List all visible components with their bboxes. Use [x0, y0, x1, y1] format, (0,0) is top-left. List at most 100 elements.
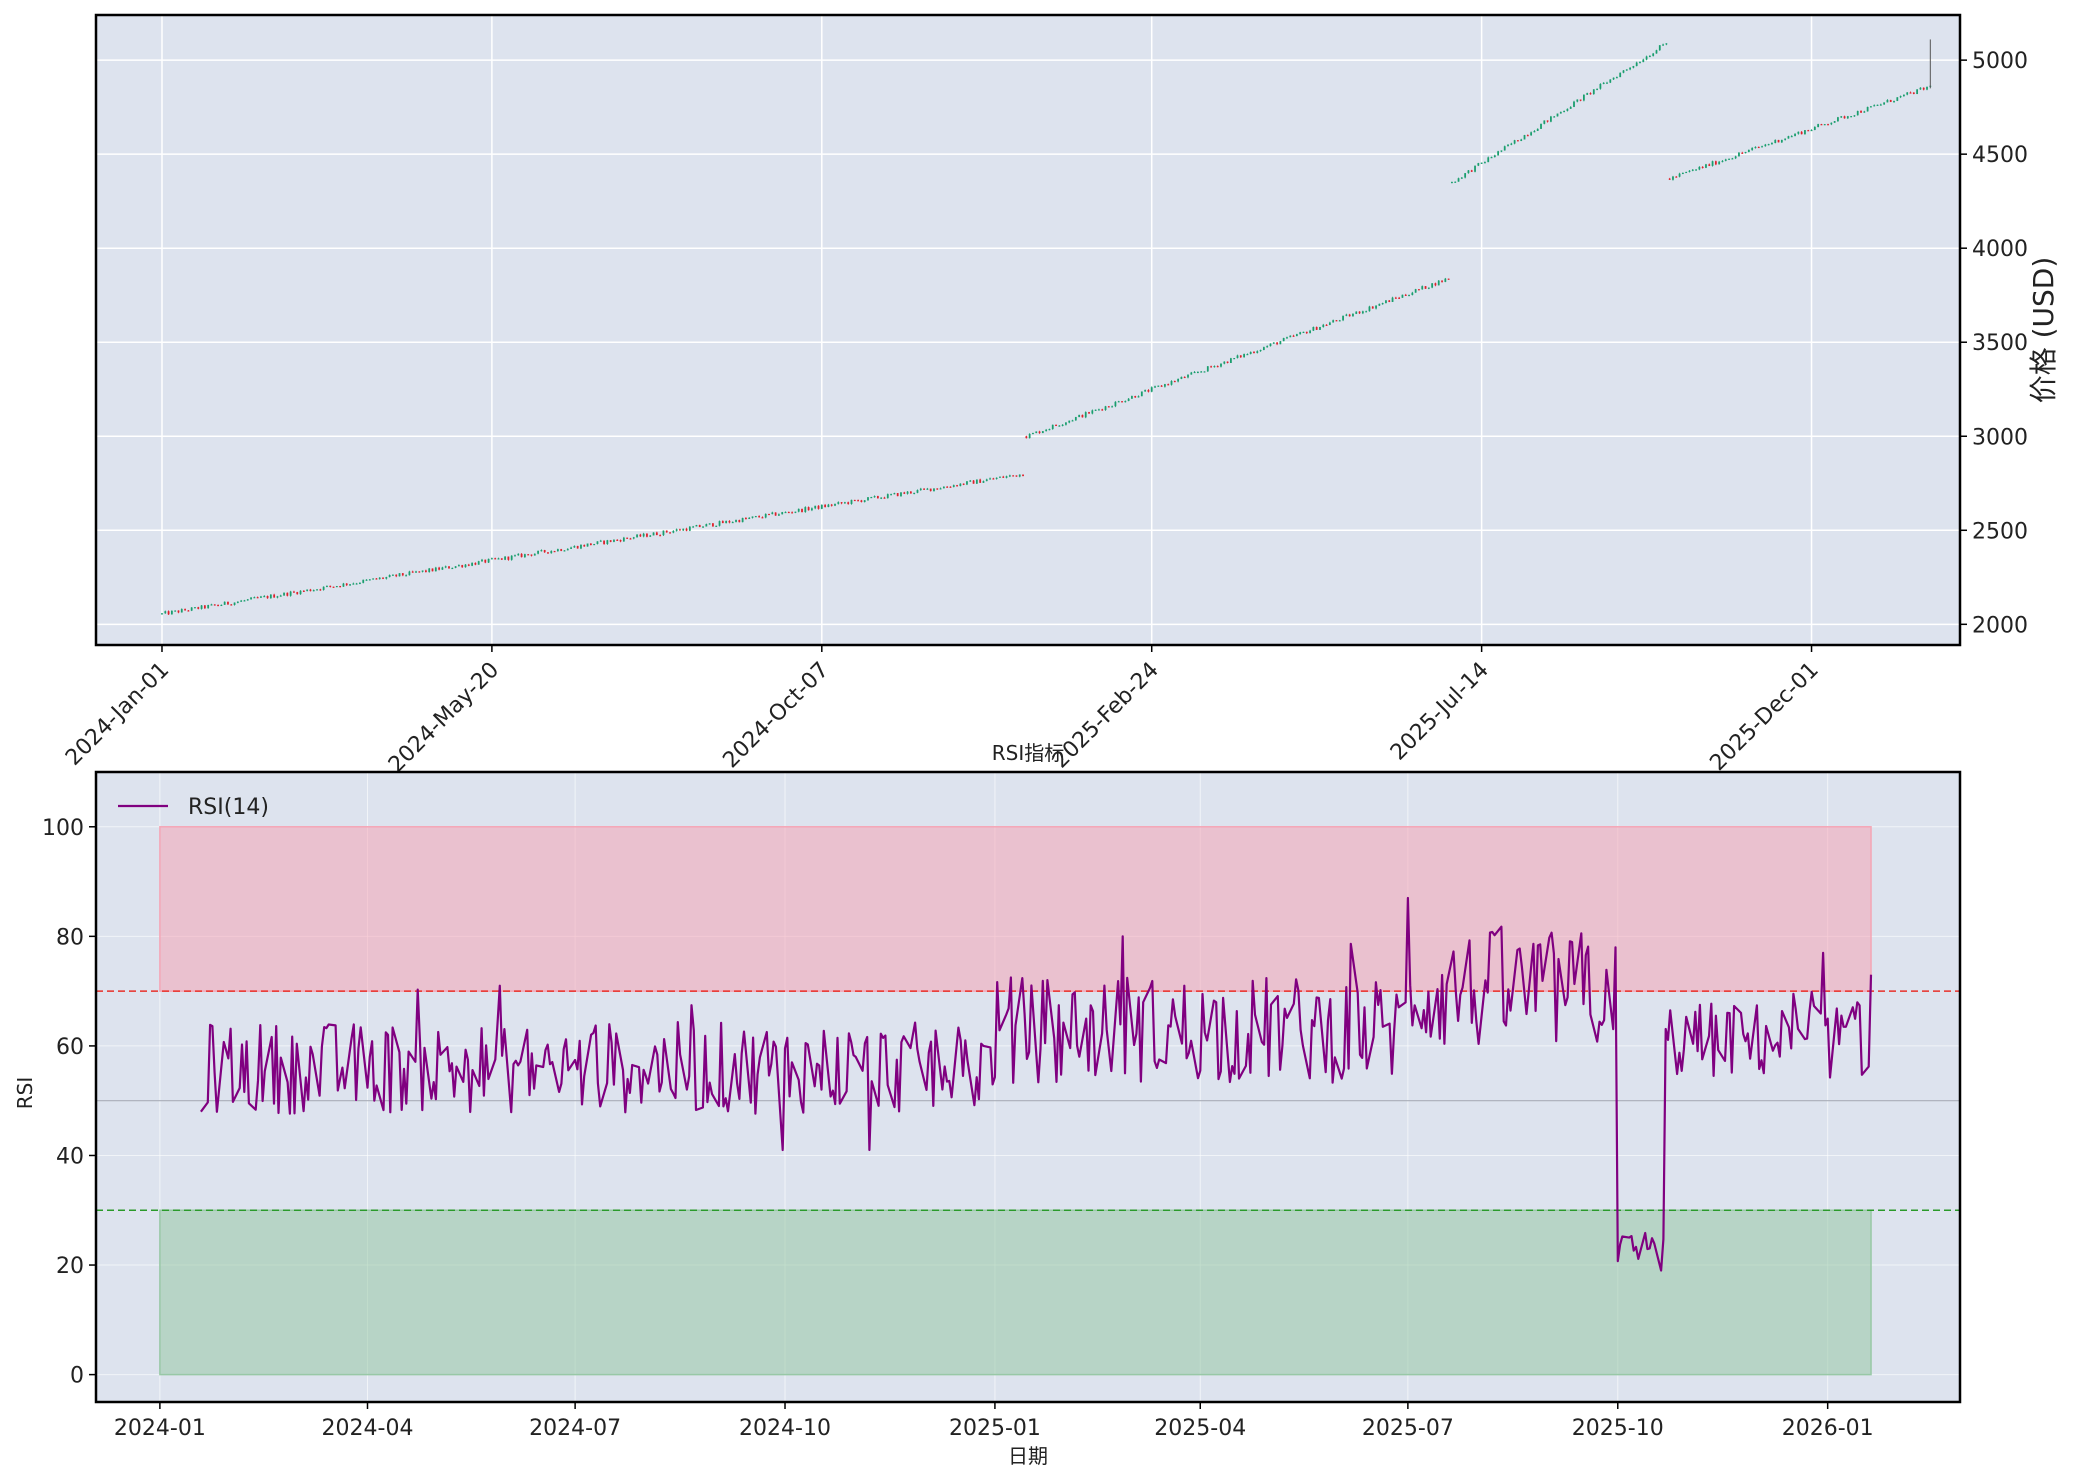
- price-candle-body: [1243, 354, 1245, 358]
- price-candle-body: [1206, 366, 1209, 372]
- price-candle-body: [1253, 351, 1255, 354]
- price-candle-body: [1790, 136, 1793, 138]
- price-candle-body: [626, 537, 629, 539]
- price-candle-body: [392, 574, 394, 576]
- price-candle-body: [352, 583, 355, 585]
- price-candle-body: [1827, 124, 1829, 126]
- price-candle-body: [1371, 306, 1374, 309]
- price-candle-body: [721, 521, 724, 524]
- price-candle-body: [1747, 149, 1750, 152]
- rsi-legend: RSI(14): [118, 795, 269, 820]
- price-candle-body: [1764, 144, 1767, 147]
- price-candle-body: [1804, 130, 1806, 135]
- price-candle-body: [956, 485, 958, 487]
- price-candle-body: [1398, 297, 1401, 299]
- price-candle-body: [1612, 77, 1615, 80]
- price-candle-body: [1487, 157, 1490, 163]
- price-candle-body: [467, 564, 470, 566]
- price-candle-body: [425, 570, 427, 572]
- price-candle-body: [1068, 420, 1071, 423]
- price-candle-body: [999, 476, 1001, 478]
- price-candle-body: [596, 541, 599, 544]
- price-candle-body: [1896, 97, 1899, 101]
- price-candle-body: [213, 604, 216, 606]
- price-candle-body: [1005, 476, 1008, 478]
- price-candle-body: [365, 579, 368, 581]
- price-candle-body: [1150, 387, 1153, 392]
- price-candle-body: [1154, 386, 1156, 388]
- price-candle-body: [1256, 351, 1259, 354]
- price-candle-body: [890, 494, 892, 496]
- price-candle-body: [850, 499, 853, 504]
- price-candle-body: [556, 549, 559, 552]
- price-plot-area: [96, 15, 1960, 645]
- price-candle-body: [1843, 116, 1846, 119]
- rsi-x-tick-label: 2024-01: [114, 1416, 206, 1441]
- price-candle-body: [1239, 355, 1242, 358]
- price-candle-body: [1434, 283, 1437, 286]
- price-candle-body: [1193, 371, 1196, 374]
- price-candle-body: [322, 586, 325, 590]
- price-candle-body: [725, 520, 728, 524]
- price-candle-body: [784, 511, 787, 514]
- price-candle-body: [339, 586, 342, 588]
- price-candle-body: [1510, 143, 1513, 145]
- price-candle-body: [807, 507, 810, 511]
- rsi-x-tick-label: 2025-07: [1362, 1416, 1454, 1441]
- price-candle-body: [662, 530, 665, 536]
- price-candle-body: [263, 596, 266, 598]
- price-candle-body: [372, 578, 375, 580]
- price-candle-body: [398, 573, 401, 577]
- price-candle-body: [276, 596, 279, 598]
- price-candle-body: [474, 562, 477, 565]
- price-candle-body: [975, 479, 978, 484]
- price-candle-body: [302, 590, 305, 592]
- price-candle-body: [1625, 69, 1628, 71]
- price-candle-body: [708, 523, 711, 525]
- price-candle-body: [936, 488, 939, 490]
- price-candle-body: [184, 609, 186, 611]
- price-candle-body: [1672, 176, 1674, 180]
- price-candle-body: [801, 508, 803, 513]
- price-candle-body: [1295, 334, 1298, 337]
- price-candle-body: [1418, 289, 1420, 291]
- price-candle-body: [1460, 177, 1463, 179]
- price-candle-body: [613, 539, 615, 542]
- price-candle-body: [679, 529, 681, 531]
- price-candle-body: [1540, 123, 1542, 129]
- price-candle-body: [909, 491, 912, 494]
- price-candle-body: [523, 554, 526, 558]
- rsi-frame: [94, 770, 1962, 1404]
- price-candle-body: [712, 523, 714, 527]
- price-candle-body: [454, 566, 457, 568]
- price-candle-body: [1850, 116, 1853, 118]
- price-candle-body: [1022, 474, 1024, 477]
- price-candle-body: [1441, 280, 1443, 282]
- price-candle-body: [929, 488, 932, 492]
- price-candle-body: [715, 525, 718, 527]
- price-candle-body: [1899, 96, 1902, 98]
- price-candle-body: [1282, 338, 1285, 342]
- price-candle-body: [438, 567, 441, 570]
- price-candle-body: [458, 565, 460, 567]
- price-candle-body: [1543, 120, 1546, 124]
- price-candle-body: [896, 493, 899, 497]
- price-candle-body: [279, 595, 282, 597]
- price-candle-body: [1352, 313, 1354, 317]
- price-candle-body: [1718, 161, 1721, 165]
- price-candle-body: [583, 544, 586, 547]
- price-candle-body: [1358, 311, 1361, 314]
- price-candle-body: [1088, 412, 1090, 414]
- price-candle-body: [230, 604, 233, 606]
- price-candle-body: [1457, 178, 1460, 182]
- price-candle-body: [1210, 366, 1213, 368]
- price-candle-body: [1846, 116, 1849, 119]
- price-candle-body: [543, 550, 546, 553]
- price-candle-body: [1870, 106, 1872, 108]
- price-candle-body: [1018, 474, 1021, 477]
- price-candle-body: [1876, 104, 1879, 106]
- price-candle-body: [1220, 363, 1222, 367]
- price-candle-body: [1754, 146, 1757, 149]
- price-candle-body: [490, 558, 493, 560]
- price-candle-body: [1104, 406, 1107, 411]
